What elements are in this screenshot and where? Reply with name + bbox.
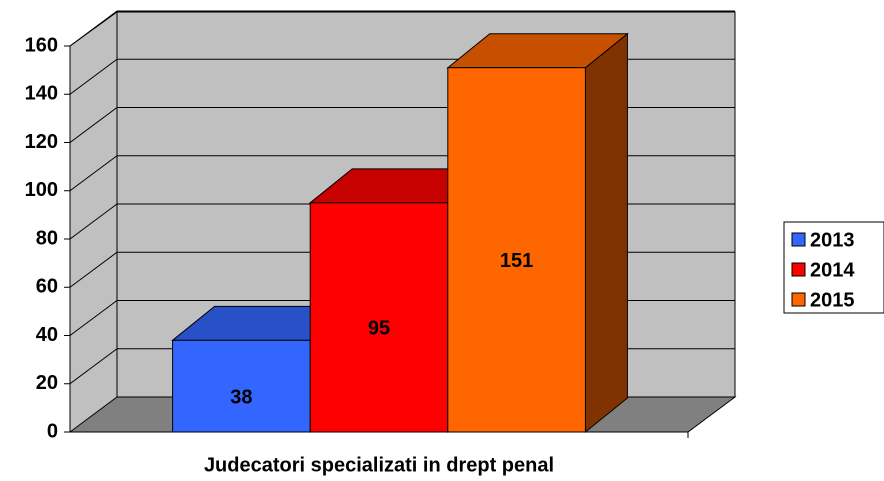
y-tick-label: 80	[36, 227, 58, 249]
grid-line	[69, 251, 118, 288]
legend-label: 2015	[810, 289, 855, 311]
bar-side	[584, 32, 628, 434]
legend-swatch	[791, 292, 806, 307]
data-label: 151	[500, 250, 533, 272]
bar	[309, 202, 449, 433]
bar	[172, 339, 311, 433]
y-tick-label: 40	[36, 324, 58, 346]
legend-swatch	[791, 232, 806, 247]
grid-line	[69, 10, 118, 47]
y-tick-label: 160	[25, 34, 58, 56]
legend-label: 2014	[810, 259, 855, 281]
data-label: 95	[368, 318, 390, 340]
y-tick-label: 20	[36, 372, 58, 394]
grid-line	[69, 155, 118, 192]
y-tick-label: 100	[25, 179, 58, 201]
grid-line	[69, 203, 118, 240]
data-label: 38	[230, 386, 252, 408]
legend-swatch	[791, 262, 806, 277]
bar	[447, 67, 586, 433]
grid-line	[69, 300, 118, 336]
grid-line	[69, 348, 118, 385]
legend-label: 2013	[810, 229, 855, 251]
y-tick-label: 140	[25, 83, 58, 105]
y-tick-label: 120	[25, 131, 58, 153]
y-tick-label: 60	[36, 276, 58, 298]
grid-line	[69, 58, 118, 95]
x-tick-label: Judecatori specializati in drept penal	[204, 454, 554, 476]
y-tick-label: 0	[47, 420, 58, 442]
grid-line	[69, 107, 118, 143]
